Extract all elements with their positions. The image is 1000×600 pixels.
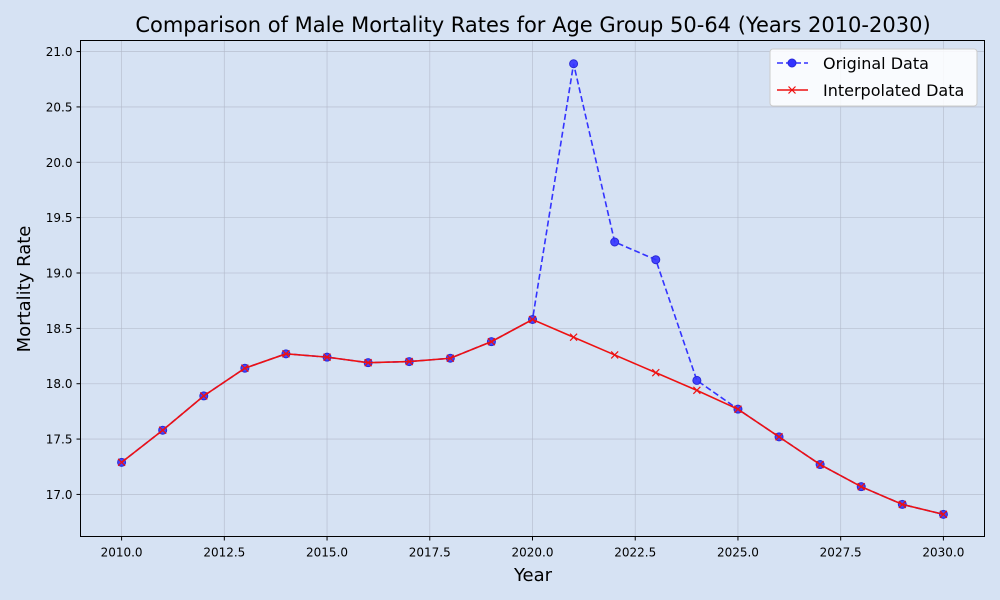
data-point bbox=[446, 354, 455, 363]
y-tick-label: 20.0 bbox=[46, 156, 73, 170]
y-axis-label: Mortality Rate bbox=[14, 226, 35, 353]
data-point bbox=[898, 500, 907, 509]
x-tick-label: 2025.0 bbox=[717, 546, 759, 560]
y-tick-label: 17.5 bbox=[46, 433, 73, 447]
x-tick-label: 2012.5 bbox=[203, 546, 245, 560]
data-point bbox=[117, 458, 126, 467]
y-tick-label: 19.5 bbox=[46, 211, 73, 225]
data-point bbox=[692, 375, 702, 385]
data-point bbox=[692, 386, 701, 395]
legend-interpolated-label: Interpolated Data bbox=[823, 81, 964, 100]
y-axis-ticks: 17.0 17.5 18.0 18.5 19.0 19.5 20.0 20.5 21.0 bbox=[46, 45, 81, 502]
y-tick-label: 18.5 bbox=[46, 322, 73, 336]
data-point bbox=[405, 357, 414, 366]
x-tick-label: 2022.5 bbox=[614, 546, 656, 560]
y-tick-label: 18.0 bbox=[46, 377, 73, 391]
data-point bbox=[939, 510, 948, 519]
data-point bbox=[857, 482, 866, 491]
x-tick-label: 2017.5 bbox=[409, 546, 451, 560]
legend-interpolated-marker bbox=[788, 86, 796, 94]
x-tick-label: 2010.0 bbox=[101, 546, 143, 560]
legend-original-marker bbox=[787, 58, 797, 68]
chart-title: Comparison of Male Mortality Rates for A… bbox=[135, 13, 930, 37]
series-interpolated bbox=[117, 315, 948, 519]
data-point bbox=[487, 337, 496, 346]
data-point bbox=[364, 358, 373, 367]
data-point bbox=[323, 353, 331, 362]
legend: Original Data Interpolated Data bbox=[769, 48, 978, 107]
y-tick-label: 19.0 bbox=[46, 267, 73, 281]
data-point bbox=[199, 391, 208, 400]
data-point bbox=[734, 405, 742, 414]
x-tick-label: 2030.0 bbox=[922, 546, 964, 560]
data-point bbox=[816, 460, 825, 469]
data-point bbox=[282, 349, 290, 358]
data-point bbox=[528, 315, 537, 324]
y-tick-label: 20.5 bbox=[46, 100, 73, 114]
x-tick-label: 2027.5 bbox=[820, 546, 862, 560]
data-point bbox=[569, 59, 579, 69]
grid-lines bbox=[80, 40, 985, 537]
x-tick-label: 2020.0 bbox=[512, 546, 554, 560]
y-tick-label: 17.0 bbox=[46, 488, 73, 502]
data-point bbox=[569, 333, 578, 342]
legend-box bbox=[769, 48, 978, 107]
x-tick-label: 2015.0 bbox=[306, 546, 348, 560]
data-point bbox=[651, 255, 661, 265]
x-axis-ticks: 2010.0 2012.5 2015.0 2017.5 2020.0 2022.5 2025… bbox=[101, 536, 964, 560]
data-point bbox=[610, 237, 620, 247]
series-layer bbox=[117, 59, 948, 519]
data-point bbox=[775, 432, 783, 441]
data-point bbox=[240, 364, 249, 373]
y-tick-label: 21.0 bbox=[46, 45, 73, 59]
x-axis-label: Year bbox=[513, 565, 553, 586]
data-point bbox=[158, 426, 167, 435]
data-point bbox=[651, 368, 660, 377]
data-point bbox=[610, 351, 619, 359]
legend-original-label: Original Data bbox=[823, 54, 929, 73]
